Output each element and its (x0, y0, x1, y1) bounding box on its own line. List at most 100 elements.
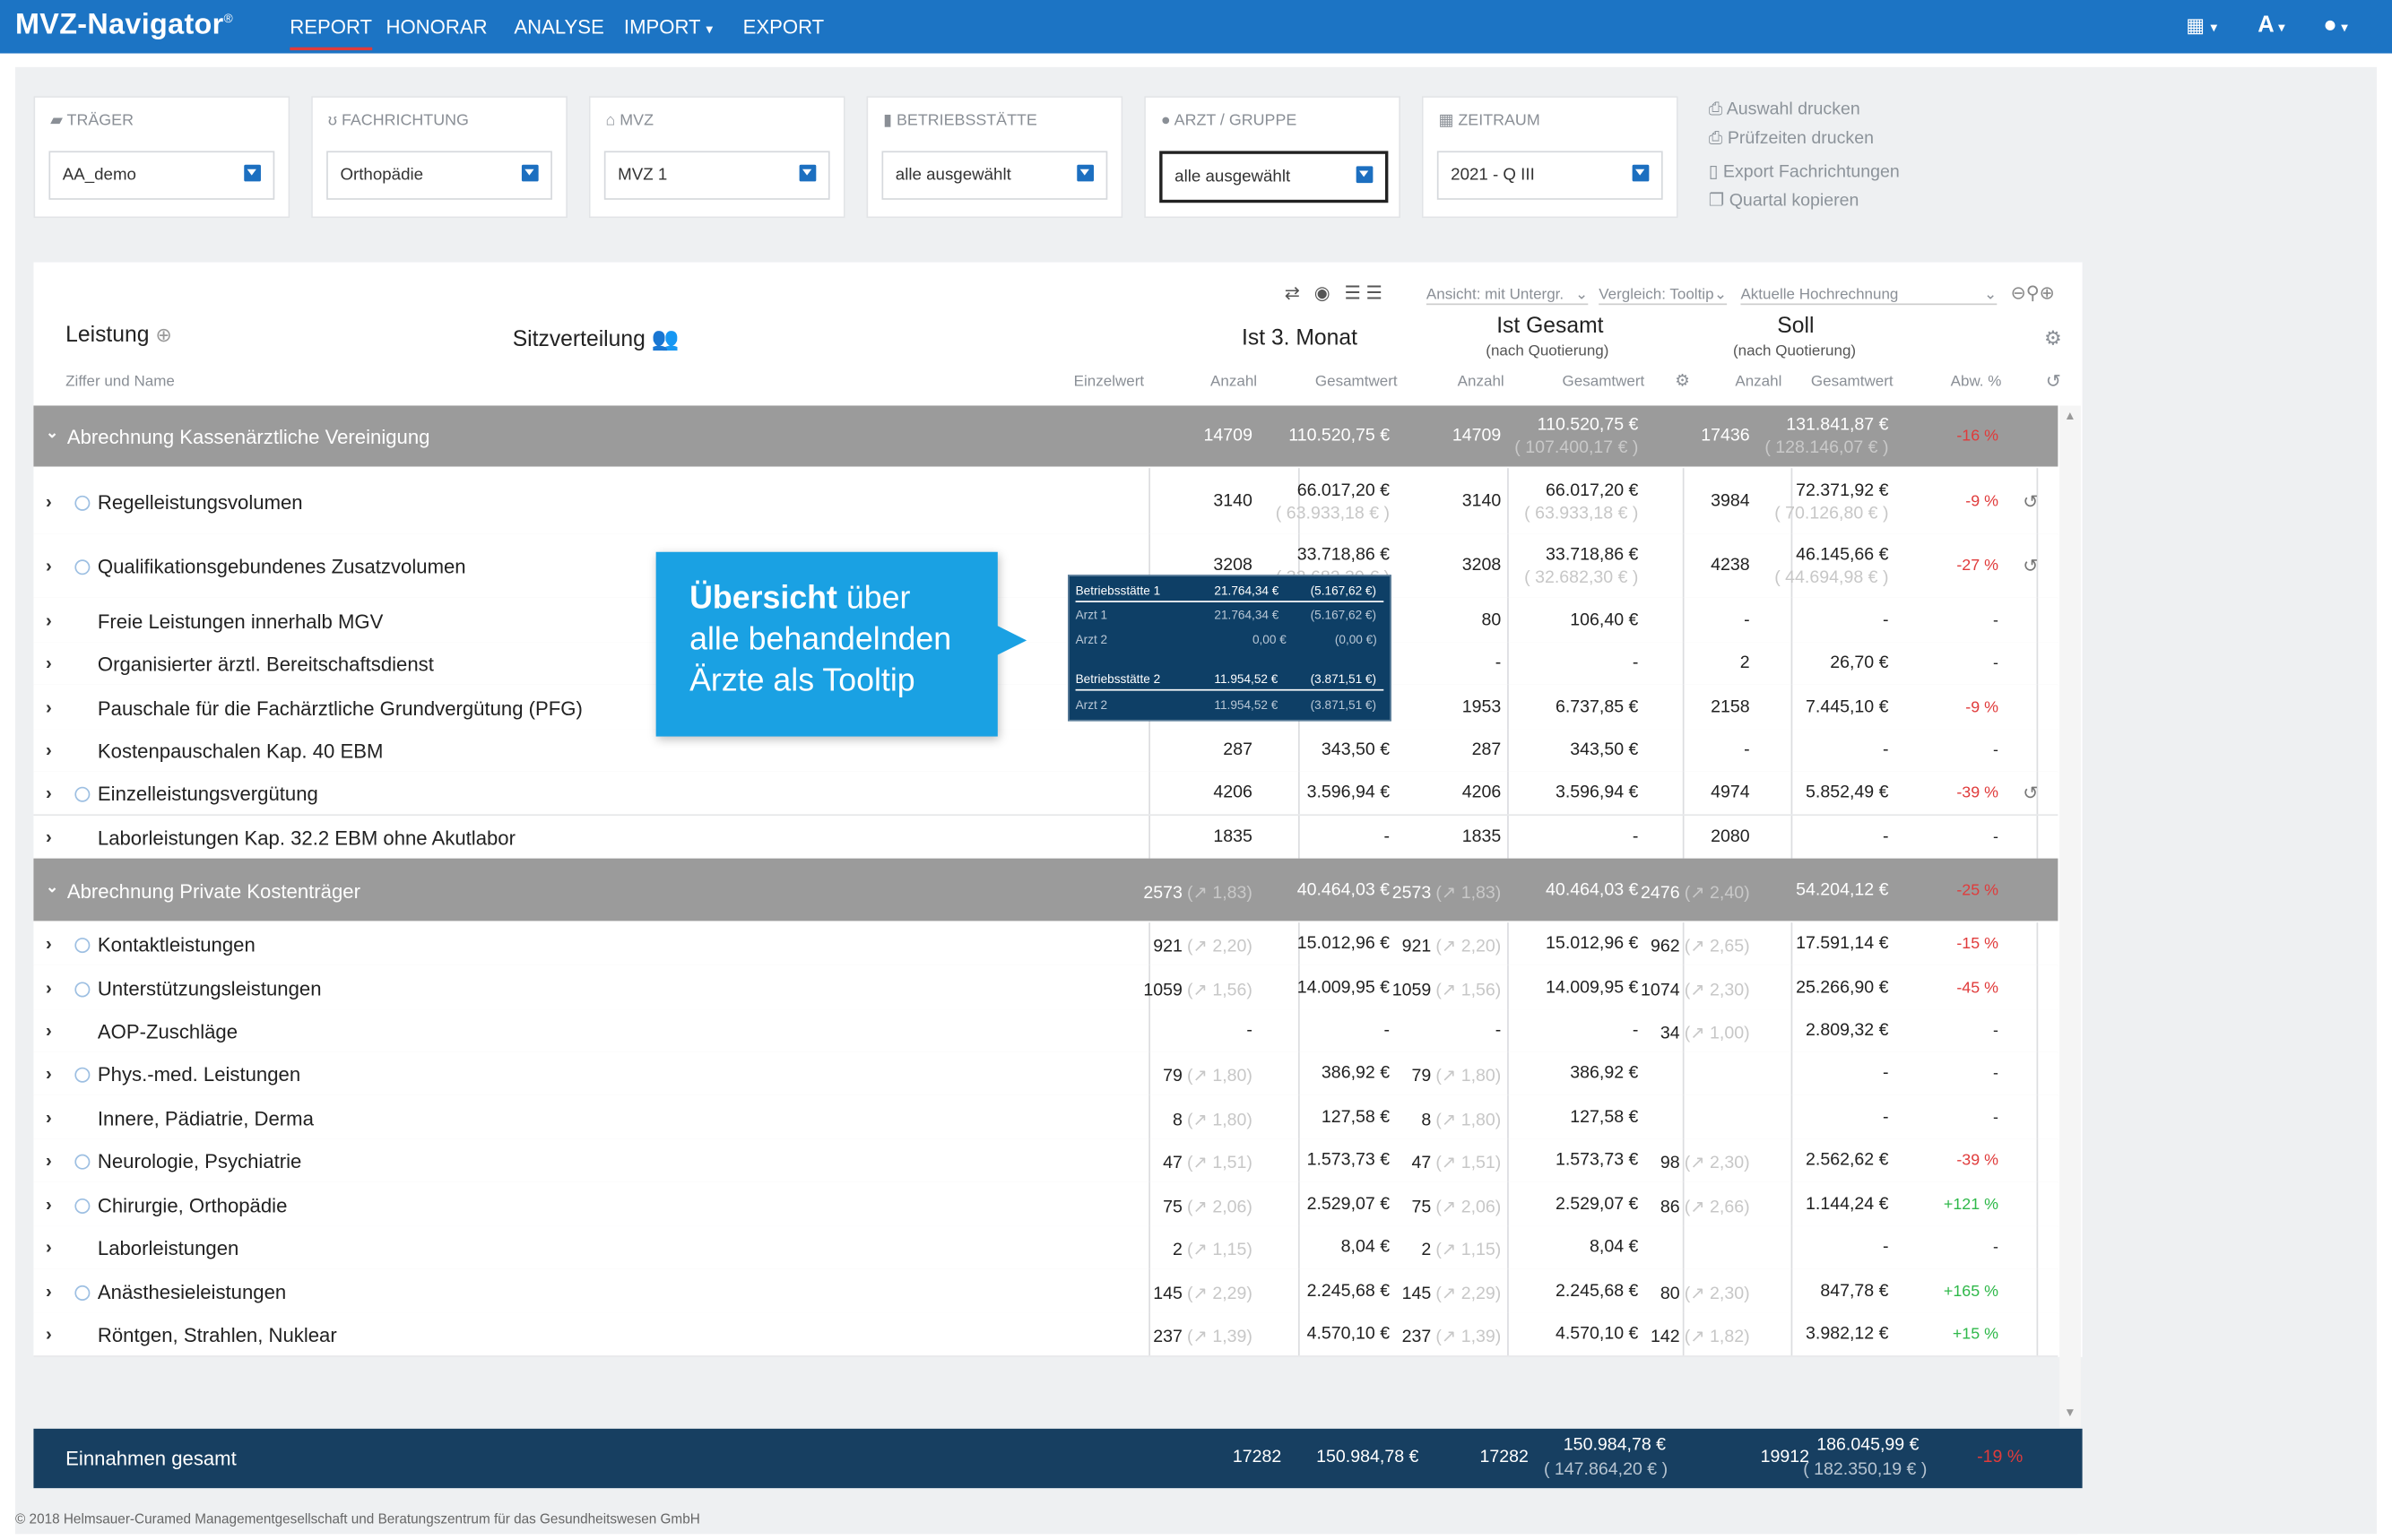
fachrichtung-select[interactable]: Orthopädie (326, 151, 552, 200)
history-icon[interactable]: ↺ (2023, 782, 2039, 804)
settings-icon[interactable] (74, 786, 91, 802)
expand-icon[interactable]: › (46, 696, 52, 719)
section-row[interactable]: ⌄ Abrechnung Private Kostenträger 2573 (↗ 1… (33, 858, 2058, 921)
expand-icon[interactable]: › (46, 610, 52, 632)
app-logo[interactable]: MVZ-Navigator® (15, 9, 233, 42)
row-label: Regelleistungsvolumen (97, 490, 303, 515)
expand-icon[interactable]: › (46, 1236, 52, 1259)
table-row[interactable]: › Chirurgie, Orthopädie 75 (↗ 2,06) 2.529,07… (33, 1181, 2058, 1228)
settings-icon[interactable] (74, 559, 91, 575)
table-row[interactable]: › Anästhesieleistungen 145 (↗ 2,29) 2.245,68… (33, 1268, 2058, 1315)
settings-gear-icon[interactable]: ⚙ (2044, 326, 2062, 350)
expand-icon[interactable]: › (46, 1193, 52, 1216)
history-icon[interactable]: ↺ (2023, 555, 2039, 576)
settings-icon[interactable] (74, 1198, 91, 1214)
settings-icon[interactable] (74, 495, 91, 511)
settings-icon[interactable] (74, 938, 91, 954)
table-row[interactable]: › Freie Leistungen innerhalb MGV 80 106,40 … (33, 597, 2058, 644)
gesamt-ist-gesamt: - (1632, 827, 1639, 847)
expand-icon[interactable]: › (46, 1149, 52, 1172)
settings-icon[interactable] (74, 1067, 91, 1083)
table-row[interactable]: › Röntgen, Strahlen, Nuklear 237 (↗ 1,39) 4.… (33, 1312, 2058, 1357)
settings-icon[interactable] (74, 1285, 91, 1301)
anzahl-ist-monat-trend: (↗ 2,20) (1187, 938, 1252, 956)
table-row[interactable]: › Einzelleistungsvergütung 4206 3.596,94 € 4… (33, 771, 2058, 817)
expand-icon[interactable]: › (46, 933, 52, 955)
column-divider (1507, 642, 1509, 685)
anzahl-ist-monat-trend: (↗ 1,39) (1187, 1328, 1252, 1346)
view-select[interactable]: Ansicht: mit Untergr. ⌄ (1426, 286, 1589, 306)
indent-icon[interactable]: ☰ (1344, 281, 1361, 304)
expand-icon[interactable]: › (46, 782, 52, 804)
add-circle-icon[interactable]: ⊕ (155, 323, 172, 347)
table-row[interactable]: › Regelleistungsvolumen 3140 66.017,20 € ( 6… (33, 468, 2058, 536)
nav-export[interactable]: EXPORT (742, 15, 825, 39)
grid-icon[interactable]: ▦ ▾ (2186, 13, 2218, 37)
collapse-icon[interactable]: ⌄ (46, 879, 59, 897)
history-icon[interactable]: ↺ (2045, 370, 2061, 393)
expand-icon[interactable]: › (46, 1280, 52, 1302)
print-selection-link[interactable]: ⎙ Auswahl drucken (1708, 100, 1860, 119)
betriebsstaette-select[interactable]: alle ausgewählt (881, 151, 1108, 200)
expand-icon[interactable]: › (46, 1062, 52, 1085)
column-divider (1790, 684, 1793, 730)
zoom-controls[interactable]: ⊖⚲⊕ (2010, 281, 2055, 304)
nav-report[interactable]: REPORT (290, 15, 373, 51)
eye-icon[interactable]: ◉ (1313, 281, 1330, 304)
table-row[interactable]: › Qualifikationsgebundenes Zusatzvolumen 3… (33, 533, 2058, 600)
col-leistung[interactable]: Leistung ⊕ (65, 323, 172, 348)
arzt-gruppe-select[interactable]: alle ausgewählt (1159, 151, 1389, 203)
section-row[interactable]: ⌄ Abrechnung Kassenärztliche Vereinigung 1… (33, 405, 2058, 467)
filter-arzt-gruppe: ● ARZT / GRUPPE alle ausgewählt (1144, 96, 1401, 219)
col-sitzverteilung[interactable]: Sitzverteilung 👥 (512, 327, 680, 352)
table-row[interactable]: › Laborleistungen Kap. 32.2 EBM ohne Akut… (33, 816, 2058, 861)
expand-icon[interactable]: › (46, 826, 52, 848)
expand-icon[interactable]: › (46, 977, 52, 999)
font-size-icon[interactable]: A ▾ (2258, 12, 2285, 39)
table-row[interactable]: › Neurologie, Psychiatrie 47 (↗ 1,51) 1.573,… (33, 1138, 2058, 1183)
table-row[interactable]: › AOP-Zuschläge - - - -34 (↗ 1,00) 2.809,32 € - (33, 1009, 2058, 1054)
expand-icon[interactable]: › (46, 653, 52, 674)
table-row[interactable]: › Kostenpauschalen Kap. 40 EBM 287 343,50 €… (33, 729, 2058, 774)
list-icon[interactable]: ☰ (1365, 281, 1382, 304)
user-icon[interactable]: ● ▾ (2323, 12, 2348, 39)
gesamt-soll: 1.144,24 € (1806, 1195, 1889, 1214)
expand-icon[interactable]: › (46, 1106, 52, 1129)
scroll-up-icon[interactable]: ▲ (2064, 408, 2076, 423)
table-row[interactable]: › Innere, Pädiatrie, Derma 8 (↗ 1,80) 127,58… (33, 1094, 2058, 1141)
copy-quarter-link[interactable]: ❐ Quartal kopieren (1708, 192, 1859, 211)
scrollbar[interactable]: ▲ ▼ (2059, 405, 2081, 1428)
expand-icon[interactable]: › (46, 739, 52, 761)
mvz-select[interactable]: MVZ 1 (603, 151, 830, 200)
history-icon[interactable]: ↺ (2023, 490, 2039, 513)
table-row[interactable]: › Laborleistungen 2 (↗ 1,15) 8,04 €2 (↗ 1,15)… (33, 1225, 2058, 1270)
anzahl-ist-gesamt-trend: (↗ 2,06) (1435, 1198, 1502, 1217)
export-fachrichtungen-link[interactable]: ▯ Export Fachrichtungen (1708, 163, 1900, 182)
print-checktimes-link[interactable]: ⎙ Prüfzeiten drucken (1708, 129, 1874, 148)
table-row[interactable]: › Phys.-med. Leistungen 79 (↗ 1,80) 386,92 €… (33, 1051, 2058, 1097)
expand-icon[interactable]: › (46, 1019, 52, 1042)
table-row[interactable]: › Pauschale für die Fachärztliche Grundve… (33, 684, 2058, 731)
table-row[interactable]: › Unterstützungsleistungen 1059 (↗ 1,56) 14.… (33, 965, 2058, 1011)
compare-select[interactable]: Vergleich: Tooltip ⌄ (1599, 286, 1728, 306)
tooltip-divider (1075, 601, 1384, 602)
expand-icon[interactable]: › (46, 1323, 52, 1345)
settings-gear-icon[interactable]: ⚙ (1675, 372, 1691, 391)
expand-icon[interactable]: › (46, 490, 52, 513)
settings-icon[interactable] (74, 1154, 91, 1170)
settings-icon[interactable] (74, 982, 91, 998)
nav-honorar[interactable]: HONORAR (386, 15, 488, 39)
scroll-down-icon[interactable]: ▼ (2064, 1406, 2076, 1420)
nav-import[interactable]: IMPORT ▾ (624, 15, 713, 39)
traeger-select[interactable]: AA_demo (48, 151, 275, 200)
table-row[interactable]: › Organisierter ärztl. Bereitschaftsdiens… (33, 642, 2058, 687)
forecast-select[interactable]: Aktuelle Hochrechnung ⌄ (1740, 286, 1998, 306)
expand-icon[interactable]: › (46, 555, 52, 576)
table-row[interactable]: › Kontaktleistungen 921 (↗ 2,20) 15.012,96 €… (33, 922, 2058, 967)
zeitraum-select[interactable]: 2021 - Q III (1436, 151, 1663, 200)
nav-analyse[interactable]: ANALYSE (514, 15, 604, 39)
abweichung: - (1993, 827, 1999, 847)
collapse-icon[interactable]: ⌄ (46, 425, 59, 443)
column-divider (1148, 1009, 1150, 1052)
swap-icon[interactable]: ⇄ (1284, 281, 1300, 304)
